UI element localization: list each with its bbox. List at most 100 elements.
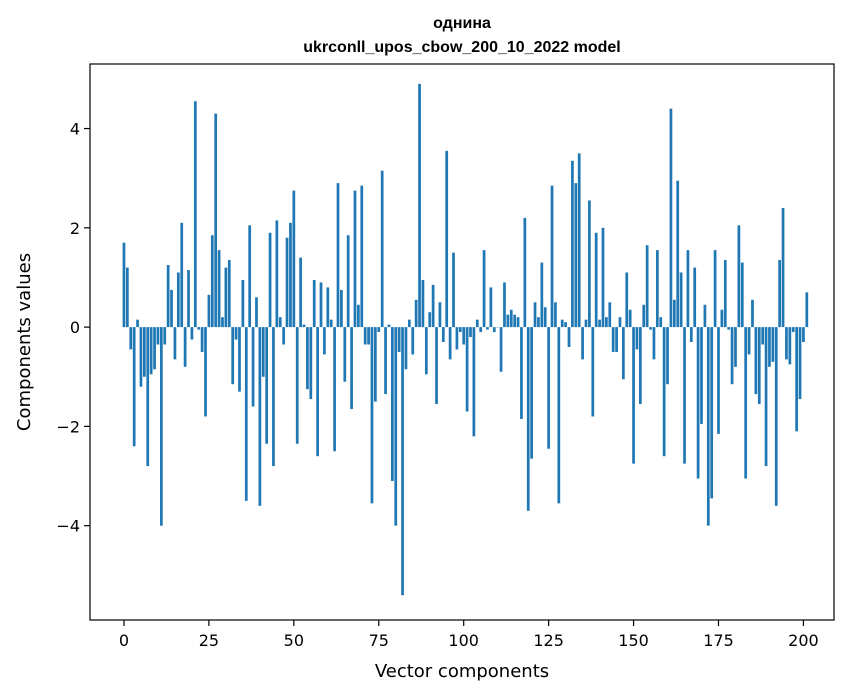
bar bbox=[435, 327, 438, 404]
bar bbox=[687, 250, 690, 327]
bar bbox=[167, 265, 170, 327]
bar bbox=[608, 302, 611, 327]
bar bbox=[544, 307, 547, 327]
bar bbox=[507, 315, 510, 327]
bar bbox=[394, 327, 397, 526]
bar bbox=[208, 295, 211, 327]
bar bbox=[194, 101, 197, 327]
y-tick-label: 2 bbox=[70, 219, 80, 238]
bar bbox=[554, 302, 557, 327]
bar bbox=[748, 327, 751, 354]
bar bbox=[333, 327, 336, 451]
bar bbox=[734, 327, 737, 367]
bar bbox=[704, 305, 707, 327]
bar bbox=[388, 325, 391, 327]
bar bbox=[751, 300, 754, 327]
bar bbox=[523, 218, 526, 327]
bar bbox=[469, 327, 472, 337]
bar bbox=[639, 327, 642, 404]
bar bbox=[517, 317, 520, 327]
bar bbox=[238, 327, 241, 392]
y-tick-label: 4 bbox=[70, 120, 80, 139]
bar bbox=[738, 225, 741, 327]
bar bbox=[510, 310, 513, 327]
bar bbox=[143, 327, 146, 377]
bar bbox=[303, 325, 306, 327]
bar bbox=[279, 317, 282, 327]
bar bbox=[585, 320, 588, 327]
bar bbox=[231, 327, 234, 384]
bar bbox=[727, 327, 730, 329]
bar bbox=[377, 327, 380, 332]
bar bbox=[391, 327, 394, 481]
bar bbox=[228, 260, 231, 327]
bar bbox=[805, 292, 808, 327]
bar bbox=[571, 161, 574, 327]
bar bbox=[646, 245, 649, 327]
x-tick-label: 150 bbox=[618, 631, 649, 650]
bar bbox=[581, 327, 584, 359]
bar bbox=[564, 322, 567, 327]
bar bbox=[771, 327, 774, 362]
bar bbox=[761, 327, 764, 344]
bar bbox=[170, 290, 173, 327]
bar bbox=[710, 327, 713, 498]
bar bbox=[534, 302, 537, 327]
bar bbox=[357, 305, 360, 327]
bar bbox=[221, 317, 224, 327]
x-tick-label: 100 bbox=[448, 631, 479, 650]
bar bbox=[384, 327, 387, 394]
bar bbox=[157, 327, 160, 344]
bar bbox=[700, 327, 703, 424]
bar bbox=[717, 327, 720, 434]
x-axis-label: Vector components bbox=[375, 661, 549, 682]
bar bbox=[670, 109, 673, 327]
bar bbox=[462, 327, 465, 344]
bar bbox=[479, 327, 482, 332]
x-tick-label: 50 bbox=[284, 631, 304, 650]
bar bbox=[765, 327, 768, 466]
bar bbox=[126, 268, 129, 328]
bar bbox=[425, 327, 428, 374]
bar bbox=[340, 290, 343, 327]
bar bbox=[330, 320, 333, 327]
bar bbox=[136, 320, 139, 327]
bar bbox=[680, 273, 683, 328]
bar bbox=[140, 327, 143, 387]
bar bbox=[697, 327, 700, 478]
bar bbox=[731, 327, 734, 384]
bar bbox=[598, 320, 601, 327]
bar bbox=[724, 260, 727, 327]
bar bbox=[235, 327, 238, 339]
bar bbox=[557, 327, 560, 503]
bar bbox=[459, 327, 462, 332]
y-axis-label: Components values bbox=[14, 253, 35, 431]
bar bbox=[269, 233, 272, 327]
bar bbox=[262, 327, 265, 377]
bar bbox=[476, 320, 479, 327]
bar bbox=[422, 280, 425, 327]
bar bbox=[313, 280, 316, 327]
bar bbox=[133, 327, 136, 446]
chart-title-line2: ukrconll_upos_cbow_200_10_2022 model bbox=[303, 39, 620, 56]
bar bbox=[775, 327, 778, 506]
bar bbox=[252, 327, 255, 406]
bar bbox=[439, 302, 442, 327]
x-tick-label: 125 bbox=[533, 631, 564, 650]
bar bbox=[649, 327, 652, 329]
bar bbox=[204, 327, 207, 416]
bar bbox=[768, 327, 771, 367]
x-tick-label: 175 bbox=[703, 631, 734, 650]
bar bbox=[150, 327, 153, 374]
bar bbox=[163, 327, 166, 344]
bar bbox=[415, 300, 418, 327]
bar bbox=[316, 327, 319, 456]
bar bbox=[326, 287, 329, 327]
bar bbox=[612, 327, 615, 352]
bar bbox=[242, 280, 245, 327]
bar bbox=[245, 327, 248, 501]
bar bbox=[201, 327, 204, 352]
bar bbox=[442, 327, 445, 342]
x-tick-label: 75 bbox=[369, 631, 389, 650]
bar bbox=[503, 282, 506, 327]
